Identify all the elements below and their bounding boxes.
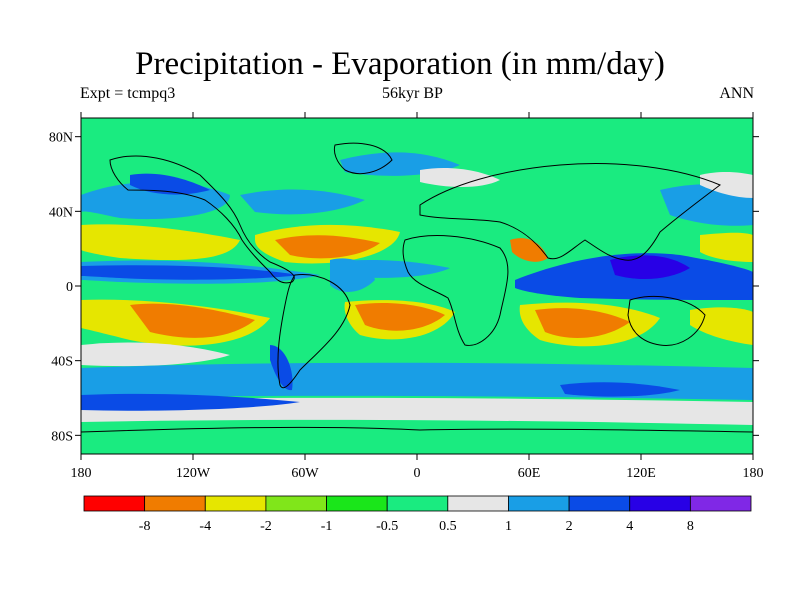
lat-tick-label: 0 <box>66 280 73 295</box>
field-maritime-continent <box>610 255 690 280</box>
lat-tick-label: 80N <box>49 131 73 146</box>
lat-tick-label: 40S <box>51 355 73 370</box>
colorbar-label: 2 <box>566 519 573 534</box>
coast-south-america <box>277 274 351 389</box>
map-title: Precipitation - Evaporation (in mm/day) <box>135 46 665 82</box>
colorbar-label: 0.5 <box>439 519 457 534</box>
lat-tick-label: 80S <box>51 429 73 444</box>
field-pacific-itcz <box>81 265 300 280</box>
colorbar-swatch <box>326 495 388 512</box>
field-s-pacific-core <box>130 303 255 338</box>
experiment-label: Expt = tcmpq3 <box>80 85 176 102</box>
colorbar-label: 8 <box>687 519 694 534</box>
field-n-atlantic-core <box>275 235 380 259</box>
colorbar-label: -2 <box>260 519 272 534</box>
colorbar-swatch <box>144 495 206 512</box>
lon-tick-label: 0 <box>414 466 421 481</box>
lon-tick-label: 60E <box>518 466 541 481</box>
lat-tick-label: 40N <box>49 205 73 220</box>
period-label: 56kyr BP <box>382 85 443 102</box>
field-n-pacific-dry-east <box>700 232 753 262</box>
coast-australia <box>627 295 706 346</box>
field-arabian-sea <box>510 238 548 262</box>
lon-tick-label: 180 <box>743 466 764 481</box>
field-s-indian-core <box>535 308 630 338</box>
field-n-pacific-dry <box>81 224 240 261</box>
coast-antarctica <box>81 426 753 433</box>
field-southern-pacific-deep <box>81 393 300 411</box>
lon-tick-label: 120E <box>626 466 656 481</box>
coast-north-america <box>109 155 295 284</box>
coast-africa <box>402 235 509 346</box>
colorbar-swatch <box>265 495 327 512</box>
coast-greenland <box>333 142 393 175</box>
field-europe-light <box>420 168 500 187</box>
contour-field <box>81 118 753 454</box>
field-southern-pacific-light <box>81 342 230 367</box>
season-label: ANN <box>719 85 754 102</box>
field-bering-light <box>700 171 753 198</box>
field-patagonia <box>270 345 293 391</box>
colorbar-swatch <box>447 495 509 512</box>
lon-tick-label: 180 <box>71 466 92 481</box>
lat-axis: 80N 40N 0 40S 80S <box>49 131 759 444</box>
field-nw-atlantic-storm-track <box>240 189 365 215</box>
lon-tick-label: 120W <box>176 466 211 481</box>
colorbar-swatch <box>689 495 752 512</box>
field-southern-indian-deep <box>560 382 680 397</box>
colorbar-label: 1 <box>505 519 512 534</box>
colorbar-swatch <box>508 495 570 512</box>
field-se-pacific-dry <box>690 307 753 345</box>
lon-tick-label: 60W <box>291 466 319 481</box>
lon-axis: 180 120W 60W 0 60E 120E 180 <box>71 112 764 481</box>
colorbar: -8 -4 -2 -1 -0.5 0.5 1 2 4 8 <box>83 495 752 534</box>
colorbar-swatch <box>568 495 631 512</box>
field-amazon <box>330 258 375 292</box>
colorbar-label: -4 <box>199 519 211 534</box>
colorbar-swatch <box>629 495 691 512</box>
colorbar-label: 4 <box>626 519 633 534</box>
colorbar-swatch <box>83 495 146 512</box>
field-antarctica <box>81 422 753 454</box>
colorbar-label: -1 <box>321 519 333 534</box>
field-s-atlantic-core <box>355 303 445 331</box>
colorbar-swatch <box>204 495 267 512</box>
coastlines <box>81 142 753 433</box>
colorbar-label: -0.5 <box>376 519 398 534</box>
colorbar-swatch <box>386 495 449 512</box>
field-alaska-coast <box>130 173 210 195</box>
colorbar-label: -8 <box>139 519 151 534</box>
coast-eurasia <box>419 163 721 261</box>
